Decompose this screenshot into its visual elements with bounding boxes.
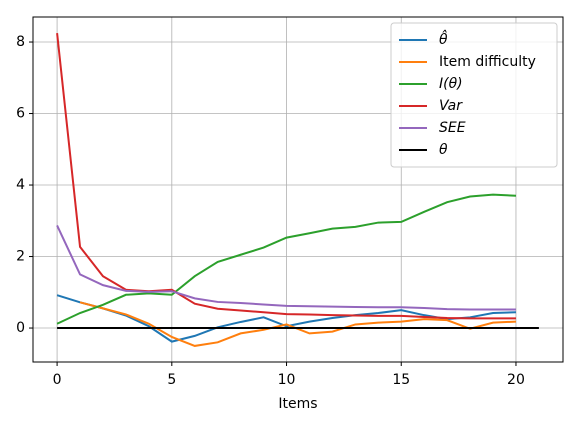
- series-line: [56, 225, 516, 311]
- legend-label: I(θ): [439, 76, 463, 92]
- x-axis-label: Items: [278, 396, 317, 412]
- x-tick-label: 20: [507, 372, 525, 388]
- legend-label: θ̂: [439, 29, 448, 48]
- legend-label: SEE: [439, 120, 466, 136]
- y-tick-label: 2: [16, 249, 25, 265]
- legend-label: Item difficulty: [439, 54, 536, 70]
- legend-box: [390, 22, 558, 168]
- y-tick-label: 6: [16, 106, 25, 122]
- y-tick-label: 8: [16, 34, 25, 50]
- x-tick-label: 10: [278, 372, 296, 388]
- legend-label: Var: [439, 98, 463, 114]
- x-tick-label: 5: [167, 372, 176, 388]
- plot-frame: [32, 16, 564, 363]
- legend-label: θ: [439, 142, 448, 158]
- series-line: [56, 193, 517, 325]
- x-tick-label: 15: [392, 372, 410, 388]
- x-tick-label: 0: [53, 372, 62, 388]
- y-tick-label: 0: [16, 320, 25, 336]
- y-tick-label: 4: [16, 177, 25, 193]
